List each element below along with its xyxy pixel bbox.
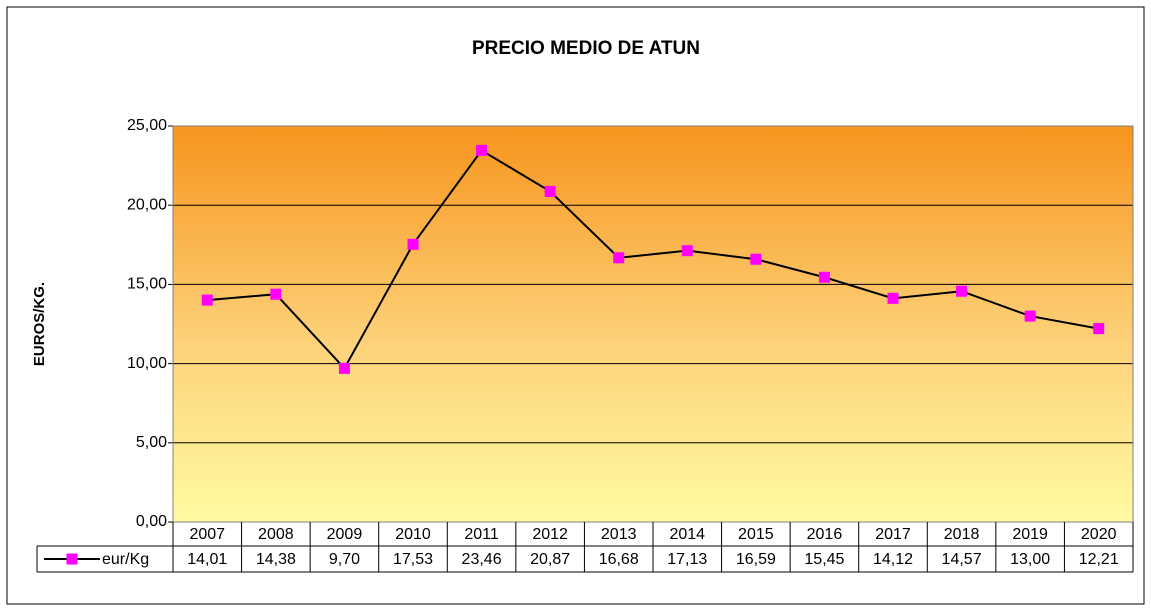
- table-value: 14,01: [187, 551, 227, 568]
- marker: [613, 252, 625, 264]
- marker: [544, 185, 556, 197]
- table-value: 16,68: [599, 551, 639, 568]
- table-value: 15,45: [804, 551, 844, 568]
- table-value: 14,12: [873, 551, 913, 568]
- x-tick-label: 2012: [532, 526, 568, 543]
- marker: [407, 238, 419, 250]
- table-value: 12,21: [1079, 551, 1119, 568]
- marker: [1093, 323, 1105, 335]
- y-tick-label: 20,00: [127, 196, 167, 213]
- y-axis-label: EUROS/KG.: [31, 282, 48, 366]
- marker: [956, 285, 968, 297]
- table-value: 20,87: [530, 551, 570, 568]
- table-value: 17,53: [393, 551, 433, 568]
- x-tick-label: 2010: [395, 526, 431, 543]
- x-tick-label: 2017: [875, 526, 911, 543]
- table-value: 17,13: [667, 551, 707, 568]
- y-tick-label: 0,00: [136, 513, 167, 530]
- marker: [887, 292, 899, 304]
- marker: [338, 362, 350, 374]
- x-tick-label: 2014: [669, 526, 705, 543]
- table-value: 9,70: [329, 551, 360, 568]
- x-tick-label: 2007: [189, 526, 225, 543]
- legend-marker: [66, 553, 78, 565]
- x-tick-label: 2020: [1081, 526, 1117, 543]
- table-value: 14,57: [942, 551, 982, 568]
- marker: [750, 253, 762, 265]
- x-tick-label: 2008: [258, 526, 294, 543]
- table-value: 13,00: [1010, 551, 1050, 568]
- table-value: 16,59: [736, 551, 776, 568]
- x-tick-label: 2013: [601, 526, 637, 543]
- plot-area: [173, 126, 1133, 522]
- x-tick-label: 2019: [1012, 526, 1048, 543]
- x-tick-label: 2016: [807, 526, 843, 543]
- y-tick-label: 15,00: [127, 276, 167, 293]
- table-value: 14,38: [256, 551, 296, 568]
- marker: [818, 271, 830, 283]
- series-line: [207, 149, 1099, 371]
- marker: [476, 144, 488, 156]
- chart-title: PRECIO MEDIO DE ATUN: [472, 38, 700, 59]
- marker: [201, 294, 213, 306]
- marker: [1024, 310, 1036, 322]
- y-tick-label: 10,00: [127, 355, 167, 372]
- marker: [681, 245, 693, 257]
- x-tick-label: 2011: [464, 526, 499, 543]
- x-tick-label: 2015: [738, 526, 774, 543]
- marker: [270, 288, 282, 300]
- legend-label: eur/Kg: [102, 551, 149, 568]
- table-value: 23,46: [462, 551, 502, 568]
- x-tick-label: 2018: [944, 526, 980, 543]
- y-tick-label: 5,00: [136, 434, 167, 451]
- y-tick-label: 25,00: [127, 117, 167, 134]
- x-tick-label: 2009: [327, 526, 363, 543]
